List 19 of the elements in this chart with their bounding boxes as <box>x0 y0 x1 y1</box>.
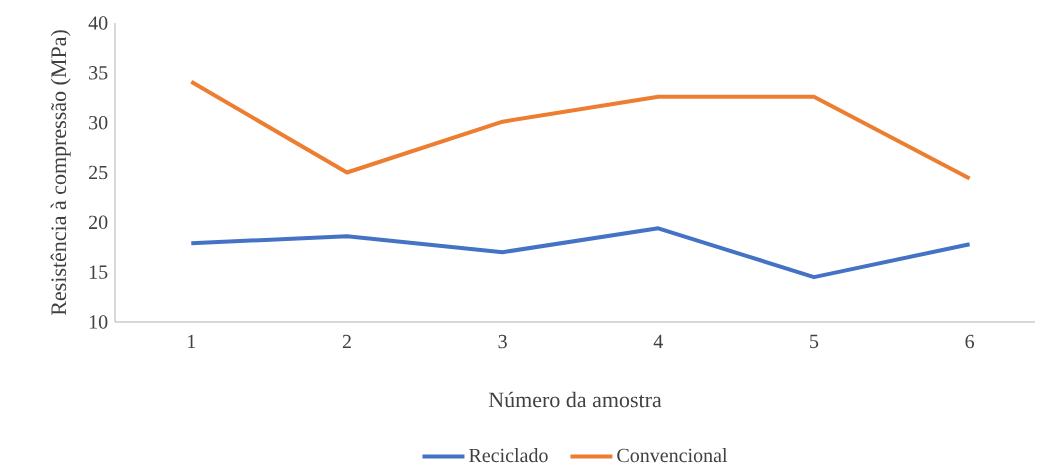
y-tick-label: 40 <box>88 16 108 30</box>
x-tick-label: 1 <box>188 334 196 349</box>
x-axis-title: Número da amostra <box>488 391 662 408</box>
y-tick-label: 25 <box>89 165 108 180</box>
y-tick-label: 15 <box>89 265 108 279</box>
y-axis-title: Resistência à compressão (MPa) <box>50 30 71 316</box>
line-series <box>189 226 972 280</box>
line-series <box>189 79 972 181</box>
y-tick-label: 10 <box>89 315 108 329</box>
legend-label: Convencional <box>617 448 728 463</box>
x-tick-label: 3 <box>498 334 507 349</box>
x-tick-label: 6 <box>965 334 975 349</box>
legend-label: Reciclado <box>469 448 548 463</box>
x-tick-label: 5 <box>810 334 819 349</box>
x-tick-label: 4 <box>653 334 663 349</box>
x-tick-label: 2 <box>342 334 351 349</box>
y-tick-label: 20 <box>89 215 108 230</box>
y-tick-label: 30 <box>89 115 108 130</box>
y-tick-label: 35 <box>89 66 108 80</box>
